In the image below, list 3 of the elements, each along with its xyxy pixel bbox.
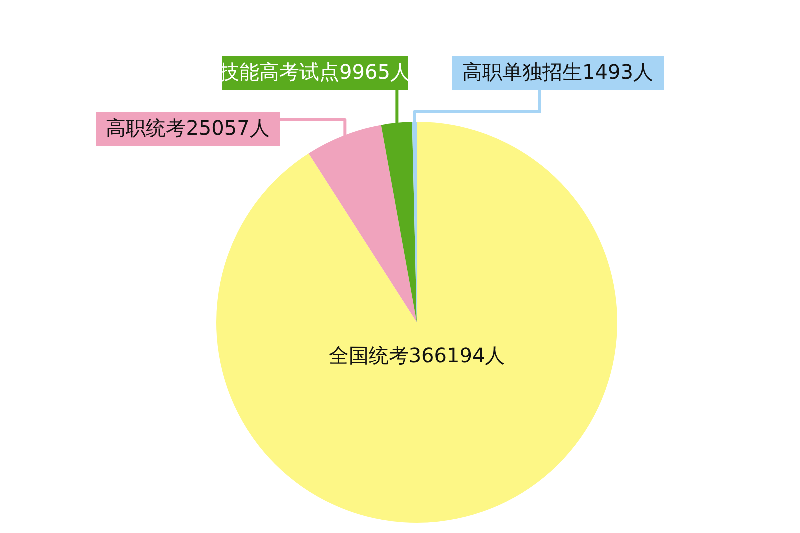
slice-label: 高职单独招生1493人 xyxy=(462,60,654,84)
slice-label: 全国统考366194人 xyxy=(328,344,506,368)
slice-label: 高职统考25057人 xyxy=(106,116,270,140)
